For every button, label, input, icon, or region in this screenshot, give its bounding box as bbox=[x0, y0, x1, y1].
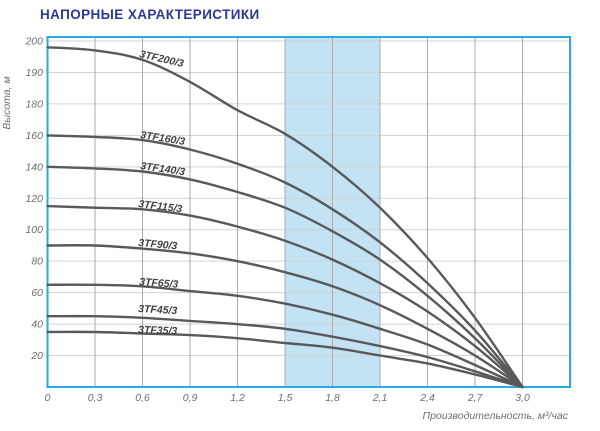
plot-border bbox=[46, 36, 571, 388]
pump-curve-3TF140-3 bbox=[46, 165, 524, 389]
y-tick-label: 100 bbox=[25, 224, 43, 236]
y-axis-title: Высота, м bbox=[1, 76, 13, 129]
x-tick-label: 0,3 bbox=[88, 392, 103, 404]
x-tick-label: 0,9 bbox=[183, 392, 198, 404]
x-tick-label: 2,1 bbox=[372, 392, 388, 404]
x-tick-label: 0,6 bbox=[135, 392, 150, 404]
pump-curve-3TF65-3 bbox=[46, 283, 524, 389]
y-tick-label: 140 bbox=[25, 161, 43, 173]
pump-curve-3TF90-3 bbox=[46, 244, 524, 389]
pump-curve-3TF45-3 bbox=[46, 314, 524, 389]
y-tick-label: 200 bbox=[24, 36, 43, 48]
y-tick-label: 180 bbox=[25, 98, 43, 110]
y-tick-label: 20 bbox=[30, 350, 43, 362]
x-tick-label: 2,7 bbox=[467, 392, 484, 404]
pump-curve-label-3TF90-3: 3TF90/3 bbox=[138, 237, 178, 252]
pump-curve-label-3TF160-3: 3TF160/3 bbox=[140, 129, 186, 148]
x-tick-label: 0 bbox=[45, 392, 51, 404]
y-tick-label: 120 bbox=[25, 193, 43, 205]
x-tick-label: 1,2 bbox=[230, 392, 245, 404]
pump-curve-label-3TF45-3: 3TF45/3 bbox=[138, 303, 178, 317]
y-tick-label: 80 bbox=[31, 256, 43, 268]
pump-curve-label-3TF115-3: 3TF115/3 bbox=[138, 198, 183, 215]
y-tick-label: 60 bbox=[31, 287, 43, 299]
x-axis-title: Производительность, м³/час bbox=[422, 410, 568, 422]
x-tick-label: 2,4 bbox=[419, 392, 435, 404]
pump-curve-3TF115-3 bbox=[46, 204, 524, 389]
x-tick-label: 1,8 bbox=[325, 392, 340, 404]
y-tick-label: 160 bbox=[25, 130, 43, 142]
pump-curve-3TF35-3 bbox=[46, 330, 524, 389]
page-title: НАПОРНЫЕ ХАРАКТЕРИСТИКИ bbox=[40, 7, 260, 22]
pump-curve-label-3TF65-3: 3TF65/3 bbox=[139, 276, 179, 291]
y-tick-label: 40 bbox=[31, 319, 43, 331]
y-tick-label: 190 bbox=[25, 67, 43, 79]
x-tick-label: 3,0 bbox=[515, 392, 530, 404]
pump-curve-label-3TF35-3: 3TF35/3 bbox=[138, 324, 178, 337]
x-tick-label: 1,5 bbox=[278, 392, 293, 404]
pump-curve-3TF160-3 bbox=[46, 134, 524, 389]
pump-curve-3TF200-3 bbox=[46, 46, 524, 389]
